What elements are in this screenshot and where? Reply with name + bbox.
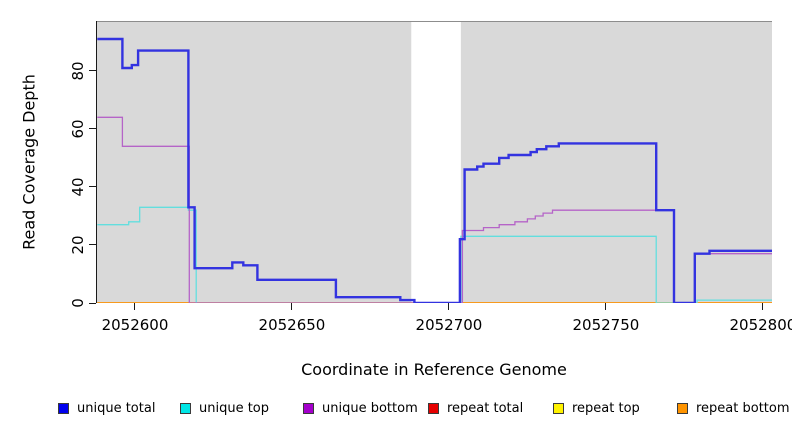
legend-label: repeat total — [447, 400, 524, 416]
x-tick-mark — [762, 303, 764, 310]
x-tick-label: 2052700 — [415, 316, 483, 334]
y-axis-title: Read Coverage Depth — [19, 74, 39, 250]
plot-panel — [97, 21, 772, 303]
legend-swatch-icon — [58, 402, 69, 414]
y-tick-mark — [89, 302, 96, 304]
y-tick-label: 80 — [69, 61, 87, 81]
y-tick-label: 40 — [69, 177, 87, 197]
y-tick-label: 60 — [69, 119, 87, 139]
legend-swatch-icon — [180, 402, 191, 414]
legend-label: unique top — [199, 400, 270, 416]
legend-label: unique bottom — [322, 400, 418, 416]
x-tick-mark — [134, 303, 136, 310]
legend-item-unique-bottom: unique bottom — [303, 398, 418, 418]
legend: unique total unique top unique bottom repea… — [0, 398, 792, 420]
y-tick-mark — [89, 128, 96, 130]
series-line-unique-bottom — [97, 116, 772, 303]
legend-item-repeat-top: repeat top — [553, 398, 640, 418]
series-line-unique-total — [97, 37, 772, 303]
x-tick-mark — [291, 303, 293, 310]
legend-item-unique-total: unique total — [58, 398, 155, 418]
coverage-lines-svg — [97, 22, 772, 303]
legend-label: repeat bottom — [696, 400, 790, 416]
y-tick-mark — [89, 186, 96, 188]
panel-top-border — [97, 21, 772, 22]
y-tick-mark — [89, 244, 96, 246]
x-tick-mark — [605, 303, 607, 310]
y-tick-mark — [89, 70, 96, 72]
legend-label: unique total — [77, 400, 156, 416]
y-axis-line — [96, 21, 97, 303]
no-data-gap-band — [411, 22, 461, 303]
x-tick-mark — [448, 303, 450, 310]
legend-swatch-icon — [677, 402, 688, 414]
legend-swatch-icon — [553, 402, 564, 414]
x-tick-label: 2052750 — [572, 316, 640, 334]
x-tick-label: 2052800 — [729, 316, 792, 334]
legend-item-repeat-bottom: repeat bottom — [677, 398, 790, 418]
legend-swatch-icon — [428, 402, 439, 414]
x-axis-title: Coordinate in Reference Genome — [301, 360, 567, 379]
legend-label: repeat top — [572, 400, 640, 416]
legend-swatch-icon — [303, 402, 314, 414]
legend-item-repeat-total: repeat total — [428, 398, 523, 418]
series-line-unique-top — [97, 206, 772, 303]
legend-item-unique-top: unique top — [180, 398, 269, 418]
x-tick-label: 2052600 — [101, 316, 169, 334]
y-tick-label: 20 — [69, 235, 87, 255]
y-tick-label: 0 — [69, 298, 87, 308]
x-tick-label: 2052650 — [258, 316, 326, 334]
